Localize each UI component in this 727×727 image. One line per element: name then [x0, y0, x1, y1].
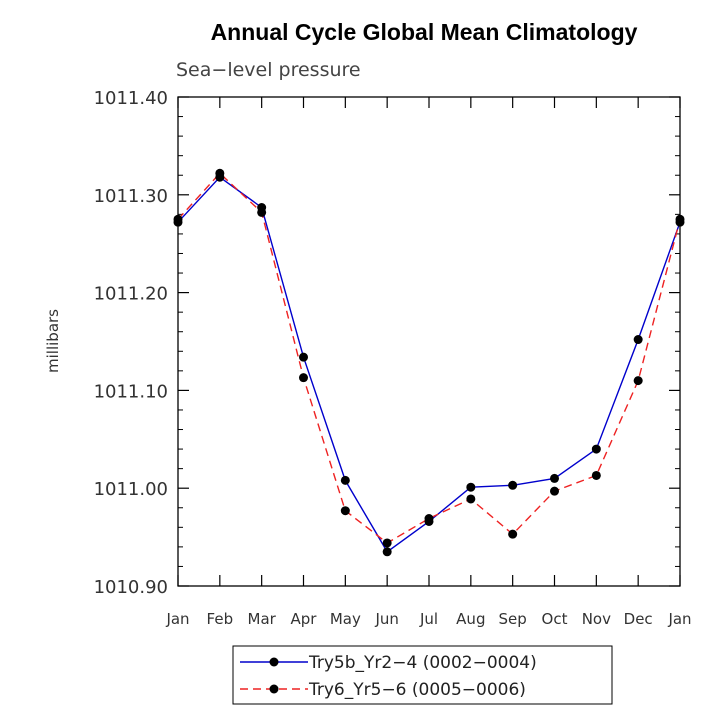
legend-label-2: Try6_Yr5−6 (0005−0006) — [308, 680, 526, 700]
data-point-series-2 — [382, 538, 392, 548]
data-point-series-2 — [591, 470, 601, 480]
data-point-series-2 — [340, 506, 350, 516]
x-tick-label: Sep — [499, 610, 527, 628]
data-point-series-2 — [508, 529, 518, 539]
data-point-series-2 — [257, 207, 267, 217]
legend-marker-2 — [269, 684, 279, 694]
data-point-series-1 — [466, 482, 476, 492]
y-tick-label: 1011.10 — [94, 381, 168, 402]
data-point-series-2 — [550, 486, 559, 496]
series-line-2 — [177, 172, 681, 544]
x-tick-label: Oct — [542, 610, 568, 628]
x-tick-label: Nov — [582, 610, 611, 628]
y-axis-label: millibars — [44, 309, 62, 373]
legend: Try5b_Yr2−4 (0002−0004) Try6_Yr5−6 (0005−… — [232, 645, 613, 705]
chart-subtitle: Sea−level pressure — [176, 59, 361, 81]
x-tick-label: Jan — [667, 610, 691, 628]
data-point-series-1 — [382, 547, 392, 557]
x-tick-label: Apr — [291, 610, 318, 628]
data-point-series-2 — [299, 373, 308, 383]
y-tick-label: 1010.90 — [94, 577, 168, 598]
x-tick-label: Dec — [624, 610, 653, 628]
chart-title: Annual Cycle Global Mean Climatology — [211, 19, 638, 45]
series-line-1 — [177, 176, 681, 553]
y-tick-label: 1011.30 — [94, 186, 168, 207]
x-tick-label: Jun — [374, 610, 398, 628]
x-tick-label: Jan — [165, 610, 189, 628]
legend-label-1: Try5b_Yr2−4 (0002−0004) — [308, 653, 537, 673]
data-point-series-1 — [508, 480, 518, 490]
legend-box — [232, 645, 613, 705]
x-tick-label: Jul — [419, 610, 438, 628]
data-point-series-2 — [466, 494, 476, 504]
data-point-series-1 — [340, 475, 350, 485]
y-tick-label: 1011.00 — [94, 479, 168, 500]
data-point-series-1 — [633, 335, 643, 345]
data-point-series-1 — [550, 473, 559, 483]
x-tick-label: May — [330, 610, 361, 628]
x-tick-label: Feb — [207, 610, 234, 628]
legend-marker-1 — [269, 657, 279, 667]
y-tick-label: 1011.20 — [94, 284, 168, 305]
data-point-series-1 — [299, 352, 308, 362]
x-tick-label: Aug — [456, 610, 485, 628]
data-point-series-1 — [591, 444, 601, 454]
plot-frame — [177, 96, 681, 587]
data-point-series-2 — [633, 376, 643, 386]
y-tick-label: 1011.40 — [94, 88, 168, 109]
data-point-series-2 — [424, 514, 434, 524]
x-tick-label: Mar — [248, 610, 277, 628]
data-point-series-2 — [215, 168, 225, 178]
